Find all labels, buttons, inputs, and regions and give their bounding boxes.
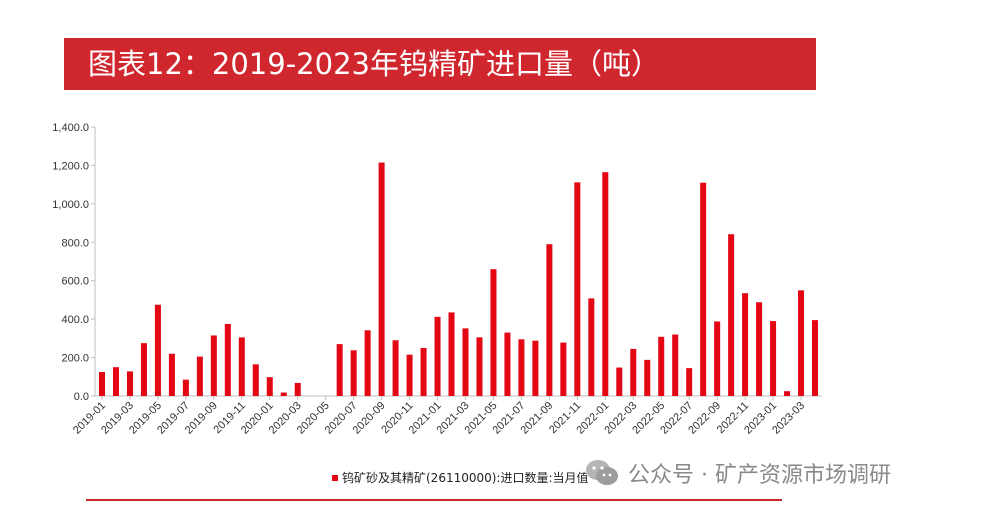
bar: [126, 371, 133, 396]
bar: [140, 343, 147, 396]
bar: [154, 304, 161, 396]
bar: [630, 348, 637, 396]
bar: [504, 332, 511, 396]
bar: [294, 382, 301, 396]
watermark-text: 公众号 · 矿产资源市场调研: [628, 463, 891, 488]
bar: [434, 316, 441, 396]
bar: [798, 290, 805, 396]
bar: [476, 337, 483, 396]
title-banner: 图表12：2019-2023年钨精矿进口量（吨）: [64, 38, 816, 90]
bar: [770, 321, 777, 396]
y-tick-label: 400.0: [61, 314, 89, 326]
chart-title: 图表12：2019-2023年钨精矿进口量（吨）: [88, 47, 660, 81]
y-tick-label: 1,400.0: [52, 122, 89, 134]
bar: [378, 162, 385, 396]
bar: [588, 298, 595, 396]
wechat-icon: [586, 460, 618, 485]
bar: [686, 368, 693, 396]
bar: [168, 353, 175, 396]
bar: [210, 335, 217, 396]
legend: 钨矿砂及其精矿(26110000):进口数量:当月值: [332, 469, 589, 485]
bar: [364, 330, 371, 396]
y-tick-label: 1,200.0: [52, 160, 89, 172]
bar: [252, 364, 259, 396]
bar: [280, 392, 287, 396]
bar: [336, 344, 343, 396]
bar: [616, 367, 623, 396]
bar: [196, 356, 203, 396]
bar: [406, 354, 413, 396]
bar: [532, 340, 539, 396]
bar: [560, 342, 567, 396]
bar: [812, 320, 819, 396]
bar: [98, 371, 105, 396]
bar: [238, 337, 245, 396]
bar: [700, 182, 707, 396]
bar: [448, 312, 455, 396]
bar: [574, 182, 581, 396]
watermark: 公众号 · 矿产资源市场调研: [584, 455, 891, 491]
y-tick-label: 600.0: [61, 276, 89, 288]
bar: [224, 323, 231, 396]
bar: [658, 336, 665, 396]
bar: [742, 293, 749, 396]
bar: [784, 391, 791, 396]
bottom-divider: [86, 499, 782, 501]
y-tick-label: 200.0: [61, 353, 89, 365]
y-tick-label: 800.0: [61, 237, 89, 249]
legend-swatch: [332, 474, 338, 481]
bar: [112, 367, 119, 396]
legend-label: 钨矿砂及其精矿(26110000):进口数量:当月值: [342, 471, 589, 485]
bar: [546, 244, 553, 396]
bar: [392, 340, 399, 396]
bar: [756, 302, 763, 396]
y-tick-label: 1,000.0: [52, 199, 89, 211]
bar: [602, 172, 609, 396]
bar: [462, 328, 469, 396]
bar: [350, 350, 357, 396]
bar: [672, 334, 679, 396]
bar: [518, 339, 525, 396]
bar: [490, 269, 497, 396]
bar: [182, 379, 189, 396]
bar: [266, 377, 273, 396]
bar: [644, 359, 651, 396]
y-tick-label: 0.0: [74, 391, 89, 403]
bar: [728, 234, 735, 396]
bar: [420, 347, 427, 396]
bar: [714, 321, 721, 396]
